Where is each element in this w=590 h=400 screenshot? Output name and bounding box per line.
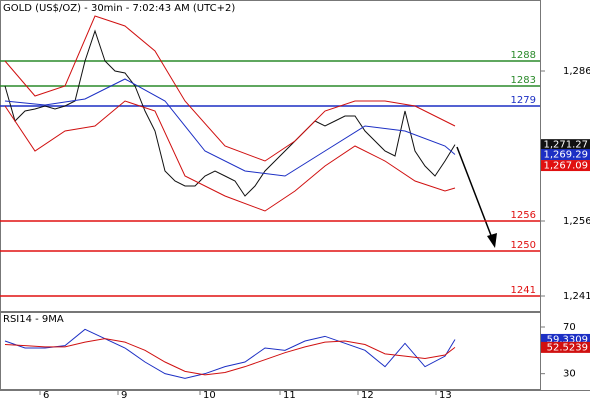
series-line bbox=[4, 29, 456, 197]
series-line bbox=[4, 328, 456, 379]
price-box-label: 1,271.27 bbox=[543, 140, 588, 151]
price-box bbox=[541, 160, 590, 172]
chart-title: GOLD (US$/OZ) - 30min - 7:02:43 AM (UTC+… bbox=[3, 3, 235, 14]
level-label: 1283 bbox=[511, 75, 536, 86]
series-line bbox=[4, 15, 456, 162]
value-box bbox=[541, 333, 590, 345]
rsi-title: RSI14 - 9MA bbox=[3, 314, 64, 325]
x-tick-label: 6 bbox=[43, 390, 49, 400]
y-tick-label: 1,241 bbox=[563, 291, 590, 302]
series-line bbox=[4, 100, 456, 212]
price-box-label: 1,269.29 bbox=[543, 150, 588, 161]
value-box bbox=[541, 341, 590, 353]
rsi-panel bbox=[0, 312, 541, 390]
price-box-label: 1,267.09 bbox=[543, 161, 588, 172]
y-tick-label: 1,286 bbox=[563, 66, 590, 77]
price-box bbox=[541, 149, 590, 161]
x-tick-label: 10 bbox=[203, 390, 216, 400]
level-label: 1241 bbox=[511, 285, 536, 296]
level-label: 1279 bbox=[511, 95, 536, 106]
x-tick-label: 11 bbox=[283, 390, 296, 400]
x-tick-label: 13 bbox=[439, 390, 452, 400]
level-label: 1250 bbox=[511, 240, 536, 251]
price-panel bbox=[0, 0, 541, 312]
y-tick-label: 1,256 bbox=[563, 216, 590, 227]
value-box-label: 52.5239 bbox=[547, 342, 588, 353]
series-line bbox=[4, 338, 456, 376]
x-tick-label: 9 bbox=[121, 390, 127, 400]
price-box bbox=[541, 139, 590, 151]
y-tick-label: 30 bbox=[563, 369, 576, 380]
x-tick-label: 12 bbox=[361, 390, 374, 400]
level-label: 1256 bbox=[511, 210, 536, 221]
y-tick-label: 70 bbox=[563, 322, 576, 333]
value-box-label: 59.3309 bbox=[547, 334, 588, 345]
series-line bbox=[4, 78, 456, 177]
level-label: 1288 bbox=[511, 50, 536, 61]
forecast-arrow bbox=[456, 146, 497, 248]
